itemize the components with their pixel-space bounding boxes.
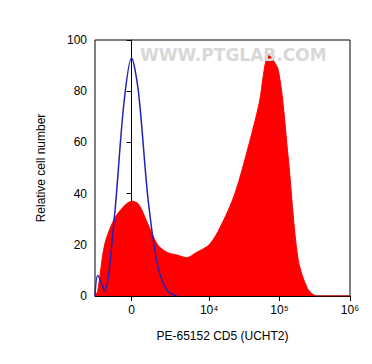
svg-text:40: 40 (74, 187, 88, 201)
svg-text:20: 20 (74, 238, 88, 252)
svg-text:80: 80 (74, 84, 88, 98)
svg-text:100: 100 (67, 33, 87, 47)
svg-text:Relative cell number: Relative cell number (34, 114, 48, 223)
svg-text:60: 60 (74, 135, 88, 149)
svg-text:WWW.PTGLAB.COM: WWW.PTGLAB.COM (140, 45, 327, 65)
svg-text:0: 0 (128, 303, 135, 317)
svg-text:10⁵: 10⁵ (270, 303, 288, 317)
svg-text:PE-65152 CD5 (UCHT2): PE-65152 CD5 (UCHT2) (156, 329, 288, 343)
svg-text:10⁴: 10⁴ (200, 303, 219, 317)
svg-text:0: 0 (80, 289, 87, 303)
svg-text:10⁶: 10⁶ (341, 303, 359, 317)
